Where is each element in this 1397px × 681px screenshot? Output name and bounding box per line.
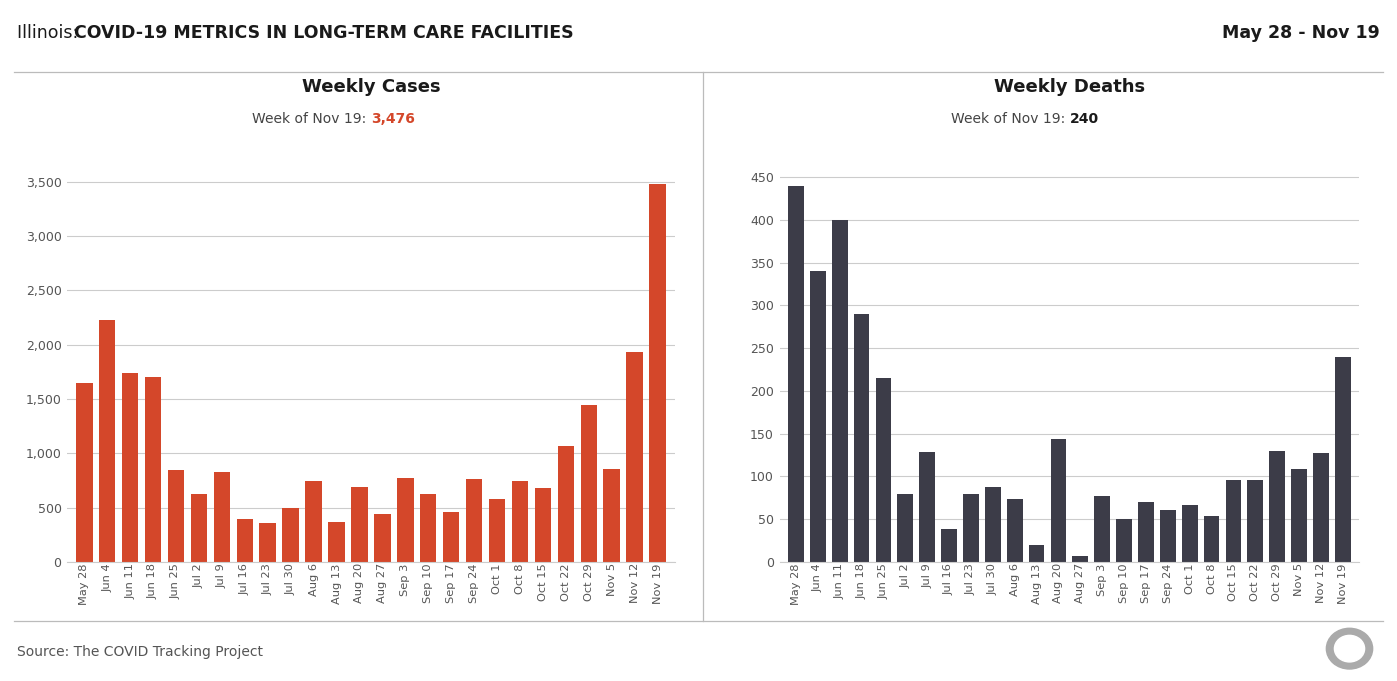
Bar	[260, 523, 277, 562]
Bar	[985, 488, 1000, 562]
Bar	[876, 378, 891, 562]
Text: Source: The COVID Tracking Project: Source: The COVID Tracking Project	[17, 646, 263, 659]
Bar	[1248, 479, 1263, 562]
Text: Illinois:: Illinois:	[17, 24, 84, 42]
Bar	[897, 494, 914, 562]
Text: 240: 240	[1070, 112, 1098, 126]
Bar	[465, 479, 482, 562]
Bar	[650, 185, 666, 562]
Bar	[511, 481, 528, 562]
Bar	[1028, 545, 1045, 562]
Bar	[919, 452, 935, 562]
Bar	[282, 507, 299, 562]
Bar	[604, 469, 620, 562]
Text: Week of Nov 19:: Week of Nov 19:	[951, 112, 1070, 126]
Text: Weekly Cases: Weekly Cases	[302, 78, 440, 96]
Circle shape	[1326, 629, 1373, 669]
Bar	[1182, 505, 1197, 562]
Bar	[443, 512, 460, 562]
Text: May 28 - Nov 19: May 28 - Nov 19	[1222, 24, 1380, 42]
Bar	[1270, 451, 1285, 562]
Bar	[489, 499, 506, 562]
Bar	[788, 186, 803, 562]
Bar	[145, 377, 161, 562]
Bar	[581, 405, 597, 562]
Bar	[75, 383, 92, 562]
Bar	[942, 529, 957, 562]
Bar	[214, 472, 231, 562]
Text: COVID-19 METRICS IN LONG-TERM CARE FACILITIES: COVID-19 METRICS IN LONG-TERM CARE FACIL…	[74, 24, 574, 42]
Bar	[99, 319, 116, 562]
Bar	[1160, 509, 1176, 562]
Bar	[1051, 439, 1066, 562]
Bar	[420, 494, 436, 562]
Bar	[236, 520, 253, 562]
Bar	[854, 314, 869, 562]
Bar	[168, 469, 184, 562]
Bar	[397, 477, 414, 562]
Bar	[1116, 519, 1132, 562]
Bar	[831, 220, 848, 562]
Bar	[1336, 357, 1351, 562]
Bar	[1007, 498, 1023, 562]
Bar	[535, 488, 552, 562]
Circle shape	[1334, 635, 1365, 662]
Bar	[328, 522, 345, 562]
Bar	[1094, 496, 1111, 562]
Text: 3,476: 3,476	[372, 112, 415, 126]
Bar	[1225, 479, 1242, 562]
Bar	[374, 513, 391, 562]
Bar	[1073, 556, 1088, 562]
Bar	[1204, 516, 1220, 562]
Text: Weekly Deaths: Weekly Deaths	[993, 78, 1146, 96]
Bar	[1291, 469, 1308, 562]
Bar	[306, 481, 321, 562]
Bar	[557, 446, 574, 562]
Bar	[810, 271, 826, 562]
Bar	[963, 494, 979, 562]
Bar	[122, 373, 138, 562]
Bar	[351, 488, 367, 562]
Bar	[626, 352, 643, 562]
Bar	[1139, 502, 1154, 562]
Bar	[190, 494, 207, 562]
Text: Week of Nov 19:: Week of Nov 19:	[253, 112, 372, 126]
Bar	[1313, 454, 1329, 562]
